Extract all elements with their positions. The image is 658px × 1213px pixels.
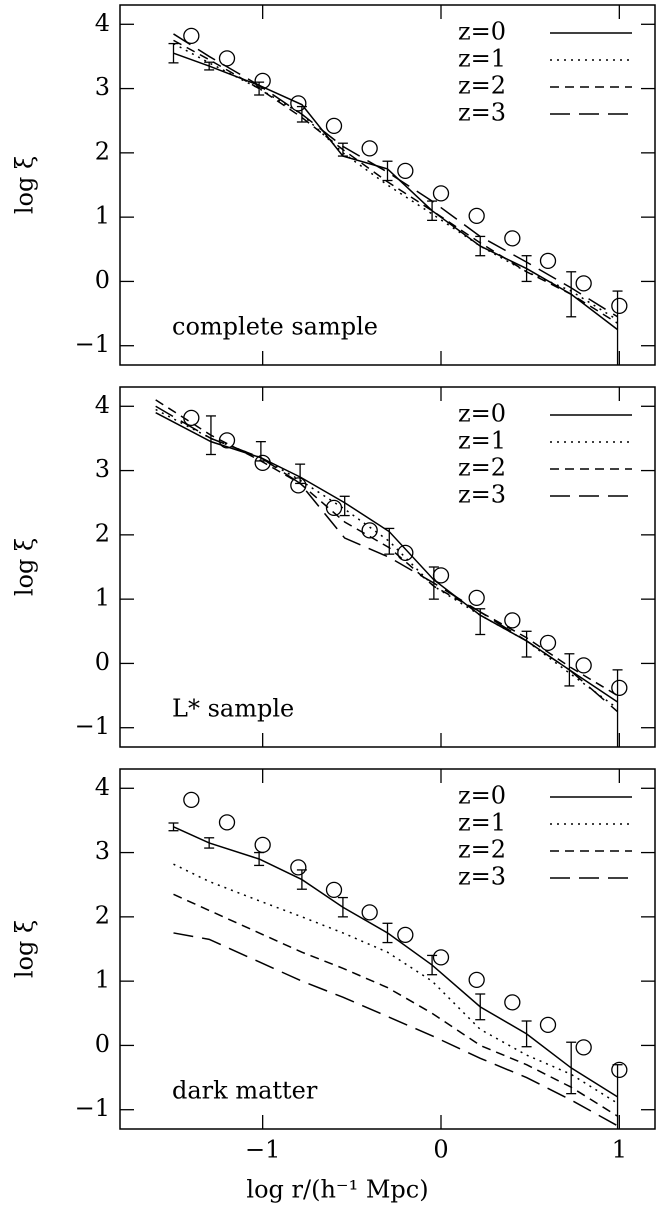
data-point	[290, 859, 307, 876]
annotation: L* sample	[172, 695, 294, 723]
legend-label: z=3	[458, 863, 506, 891]
data-point	[218, 814, 236, 831]
y-tick-label: 0	[95, 648, 110, 676]
y-axis-label: log ξ	[11, 920, 39, 978]
legend-label: z=1	[458, 45, 506, 73]
data-point	[611, 679, 628, 697]
data-point	[504, 994, 521, 1011]
legend-label: z=0	[458, 400, 506, 428]
y-tick-label: −1	[75, 1094, 110, 1122]
data-point	[254, 836, 271, 854]
data-point	[468, 207, 485, 225]
legend-label: z=2	[458, 72, 506, 100]
data-point	[432, 567, 450, 584]
data-point	[218, 432, 236, 449]
legend-label: z=0	[458, 18, 506, 46]
data-point	[325, 499, 343, 517]
data-point	[361, 522, 378, 539]
series-line	[173, 39, 618, 324]
data-point	[432, 185, 450, 202]
data-point	[539, 252, 557, 270]
series-line	[173, 33, 618, 318]
data-point	[325, 117, 343, 135]
series-line	[173, 932, 618, 1127]
data-point	[397, 544, 414, 562]
data-point	[183, 27, 200, 45]
x-tick-label: −1	[245, 1136, 280, 1164]
data-point	[183, 791, 200, 809]
data-point	[611, 1061, 628, 1079]
data-point	[575, 1039, 592, 1056]
data-point	[361, 904, 378, 921]
y-tick-label: 1	[95, 966, 110, 994]
data-point	[611, 297, 628, 315]
legend-label: z=3	[458, 481, 506, 509]
y-tick-label: 0	[95, 266, 110, 294]
data-point	[504, 230, 521, 247]
data-point	[361, 140, 378, 157]
panel: −1 0 1 2 3 4 −1 0 1 log r/(h⁻¹ Mpc) log ξ dark matt…	[11, 768, 656, 1204]
panel: −1 0 1 2 3 4 log ξ complete sample z=0z=1z=2z=3	[11, 4, 656, 366]
legend-label: z=1	[458, 809, 506, 837]
x-axis-label: log r/(h⁻¹ Mpc)	[246, 1176, 428, 1204]
x-tick-label: 0	[433, 1136, 448, 1164]
y-tick-label: 2	[95, 519, 110, 547]
annotation: complete sample	[172, 313, 378, 341]
data-point	[397, 926, 414, 944]
plot-frame	[119, 4, 656, 366]
annotation: dark matter	[172, 1077, 318, 1105]
legend-label: z=3	[458, 99, 506, 127]
y-tick-label: 2	[95, 137, 110, 165]
data-point	[575, 275, 592, 292]
plot-frame	[119, 768, 656, 1130]
data-point	[290, 477, 307, 494]
series-line	[155, 412, 618, 703]
data-point	[254, 454, 271, 472]
legend-label: z=2	[458, 454, 506, 482]
data-point	[218, 50, 236, 67]
y-tick-label: −1	[75, 330, 110, 358]
y-tick-label: 4	[95, 773, 110, 801]
x-tick-label: 1	[612, 1136, 627, 1164]
data-point	[290, 95, 307, 112]
y-tick-label: −1	[75, 712, 110, 740]
series-line	[173, 863, 618, 1104]
y-tick-label: 1	[95, 584, 110, 612]
data-point	[325, 881, 343, 899]
series-line	[155, 405, 619, 713]
y-tick-label: 0	[95, 1030, 110, 1058]
y-tick-label: 3	[95, 73, 110, 101]
y-tick-label: 2	[95, 901, 110, 929]
data-point	[397, 162, 414, 180]
series-line	[173, 52, 619, 331]
data-point	[504, 612, 521, 629]
y-tick-label: 4	[95, 391, 110, 419]
y-tick-label: 3	[95, 455, 110, 483]
series-line	[173, 42, 618, 321]
y-axis-label: log ξ	[11, 538, 39, 596]
data-point	[254, 72, 271, 90]
y-tick-label: 3	[95, 837, 110, 865]
data-point	[539, 1016, 557, 1034]
panel: −1 0 1 2 3 4 log ξ L* sample z=0z=1z=2z=3	[11, 386, 656, 748]
legend-label: z=0	[458, 782, 506, 810]
series-line	[173, 826, 618, 1098]
legend-label: z=2	[458, 836, 506, 864]
series-line	[173, 893, 618, 1117]
plot-frame	[119, 386, 656, 748]
y-axis-label: log ξ	[11, 156, 39, 214]
data-point	[468, 971, 485, 989]
y-tick-label: 4	[95, 9, 110, 37]
series-line	[155, 408, 618, 710]
data-point	[575, 657, 592, 674]
data-point	[468, 589, 485, 607]
data-point	[183, 409, 200, 427]
legend-label: z=1	[458, 427, 506, 455]
y-tick-label: 1	[95, 202, 110, 230]
data-point	[432, 949, 450, 966]
data-point	[539, 634, 557, 652]
